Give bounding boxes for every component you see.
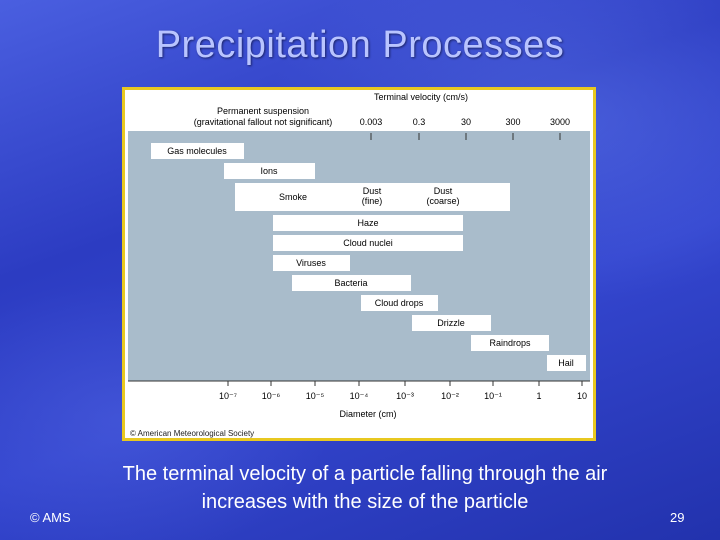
- bar-raindrops: [471, 335, 549, 351]
- label-cloud-drops: Cloud drops: [375, 298, 424, 308]
- diameter-axis-title: Diameter (cm): [339, 409, 396, 419]
- label-gas-molecules: Gas molecules: [167, 146, 227, 156]
- label-viruses: Viruses: [296, 258, 326, 268]
- velocity-tick-3: 30: [461, 117, 471, 127]
- diameter-tick-4: 10⁻⁴: [350, 391, 369, 401]
- label-smoke: Smoke: [279, 192, 307, 202]
- bar-cloud-drops: [361, 295, 438, 311]
- bar-ions: [224, 163, 315, 179]
- velocity-tick-marks: [370, 133, 561, 140]
- particle-size-diagram: Terminal velocity (cm/s) Permanent suspe…: [128, 93, 590, 438]
- label-cloud-nuclei: Cloud nuclei: [343, 238, 393, 248]
- label-bacteria: Bacteria: [334, 278, 367, 288]
- diameter-tick-8: 1: [536, 391, 541, 401]
- label-dust-fine-1: Dust: [363, 186, 382, 196]
- diameter-tick-1: 10⁻⁷: [219, 391, 237, 401]
- slide-title: Precipitation Processes: [155, 24, 565, 66]
- velocity-tick-1: 0.003: [360, 117, 383, 127]
- figure-frame: Terminal velocity (cm/s) Permanent suspe…: [122, 87, 596, 441]
- label-ions: Ions: [260, 166, 278, 176]
- bar-smoke-dust: [235, 183, 510, 211]
- velocity-tick-5: 3000: [550, 117, 570, 127]
- copyright-label: © AMS: [30, 510, 71, 525]
- label-haze: Haze: [357, 218, 378, 228]
- particle-bars: Gas molecules Ions Smoke Dust (fine) Dus…: [151, 143, 586, 371]
- label-raindrops: Raindrops: [489, 338, 531, 348]
- slide-caption: The terminal velocity of a particle fall…: [122, 463, 608, 513]
- top-axis-title: Terminal velocity (cm/s): [374, 93, 468, 102]
- bar-cloud-nuclei: [273, 235, 463, 251]
- label-dust-coarse-2: (coarse): [426, 196, 459, 206]
- label-dust-coarse-1: Dust: [434, 186, 453, 196]
- diameter-tick-7: 10⁻¹: [484, 391, 502, 401]
- diameter-tick-6: 10⁻²: [441, 391, 459, 401]
- permanent-suspension-label: Permanent suspension: [217, 106, 309, 116]
- bar-bacteria: [292, 275, 411, 291]
- bar-haze: [273, 215, 463, 231]
- diameter-tick-3: 10⁻⁵: [306, 391, 325, 401]
- label-drizzle: Drizzle: [437, 318, 465, 328]
- label-dust-fine-2: (fine): [362, 196, 383, 206]
- bar-viruses: [273, 255, 350, 271]
- figure-credit: © American Meteorological Society: [130, 429, 254, 438]
- diameter-tick-marks: [227, 381, 583, 386]
- velocity-tick-2: 0.3: [413, 117, 426, 127]
- slide-number: 29: [670, 510, 685, 525]
- bar-drizzle: [412, 315, 491, 331]
- diameter-tick-5: 10⁻³: [396, 391, 414, 401]
- diameter-tick-2: 10⁻⁶: [262, 391, 281, 401]
- diameter-tick-9: 10: [577, 391, 587, 401]
- velocity-tick-4: 300: [505, 117, 520, 127]
- permanent-suspension-note: (gravitational fallout not significant): [194, 117, 333, 127]
- bar-hail: [547, 355, 586, 371]
- bar-gas-molecules: [151, 143, 244, 159]
- label-hail: Hail: [558, 358, 574, 368]
